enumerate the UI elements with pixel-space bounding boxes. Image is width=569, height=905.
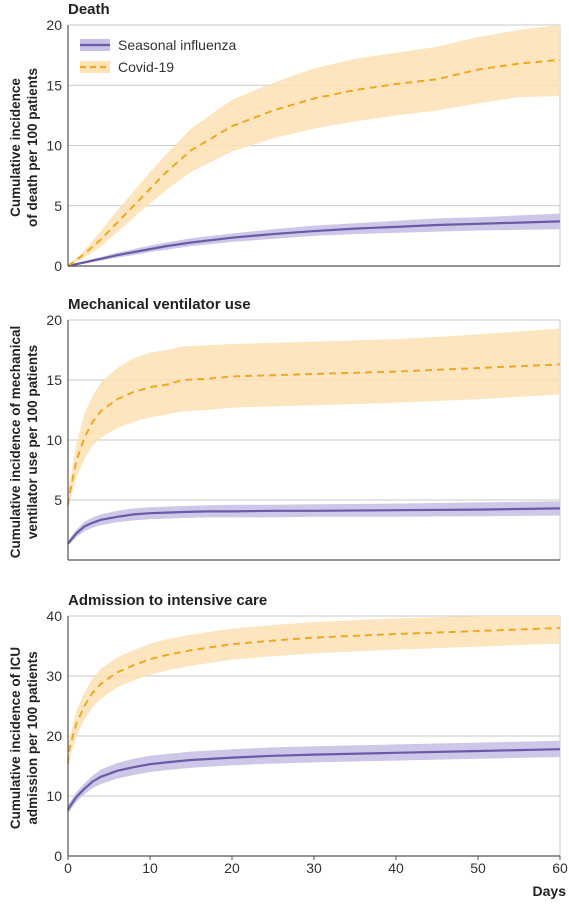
x-tick-label: 60 <box>552 860 568 876</box>
x-tick-label: 30 <box>306 860 322 876</box>
panel-title: Mechanical ventilator use <box>68 296 251 313</box>
series-line-influenza <box>66 748 561 811</box>
legend: Seasonal influenza Covid-19 <box>80 37 237 75</box>
y-tick-label: 5 <box>54 492 62 508</box>
legend-label: Seasonal influenza <box>118 37 237 53</box>
y-tick-label: 0 <box>54 258 62 274</box>
panel-2: Mechanical ventilator use 5 10 15 20 Cumulati… <box>8 296 561 561</box>
y-tick-label: 20 <box>46 17 62 33</box>
y-axis-label: Cumulative incidence of death per 100 pat… <box>8 68 40 227</box>
y-tick-label: 10 <box>46 788 62 804</box>
y-tick-label: 15 <box>46 372 62 388</box>
ci-band-influenza <box>68 213 560 266</box>
y-tick-label: 0 <box>54 848 62 864</box>
panel-1: Death 0 5 10 15 20 Cumulative incidence of deat… <box>8 1 561 274</box>
y-tick-label: 20 <box>46 728 62 744</box>
series-line-covid <box>67 363 561 505</box>
y-tick-label: 10 <box>46 138 62 154</box>
x-tick-label: 0 <box>64 860 72 876</box>
series-line-influenza <box>67 507 561 545</box>
ci-band-covid <box>68 328 560 514</box>
y-axis-label: Cumulative incidence of ICU admission per… <box>8 647 40 829</box>
y-axis-label: Cumulative incidence of mechanical ventil… <box>8 326 40 559</box>
panel-3: Admission to intensive care 0 10 20 30 40 0 10 2… <box>8 592 568 899</box>
y-tick-label: 40 <box>46 608 62 624</box>
x-tick-label: 50 <box>470 860 486 876</box>
y-tick-label: 10 <box>46 432 62 448</box>
panel-title: Admission to intensive care <box>68 592 267 609</box>
series-line-covid <box>67 627 561 764</box>
ci-band-influenza <box>68 501 560 546</box>
ci-band-covid <box>68 25 560 266</box>
series-line-covid <box>67 58 561 267</box>
x-axis-label: Days <box>533 883 567 899</box>
y-tick-label: 15 <box>46 77 62 93</box>
series-line-influenza <box>67 220 561 268</box>
y-tick-label: 5 <box>54 198 62 214</box>
x-tick-label: 20 <box>224 860 240 876</box>
y-tick-label: 20 <box>46 312 62 328</box>
x-tick-label: 40 <box>388 860 404 876</box>
y-tick-label: 30 <box>46 668 62 684</box>
ci-band-covid <box>68 616 560 774</box>
x-tick-label: 10 <box>142 860 158 876</box>
legend-label: Covid-19 <box>118 59 174 75</box>
panel-title: Death <box>68 1 110 18</box>
